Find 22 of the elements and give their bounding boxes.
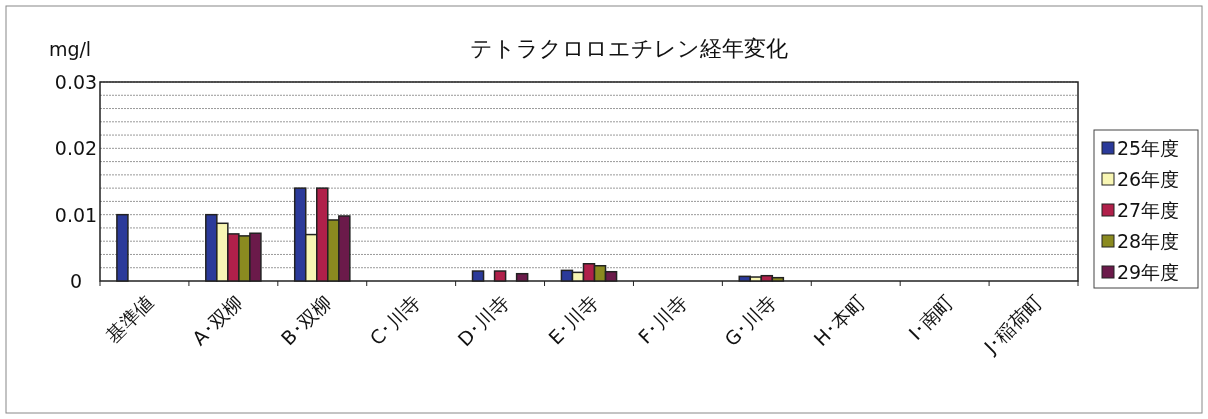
chart-title: テトラクロロエチレン経年変化: [470, 36, 788, 61]
x-tick-label: D･川寺: [453, 290, 514, 351]
x-tick-label: A･双柳: [187, 290, 247, 350]
legend-label: 26年度: [1117, 168, 1180, 190]
x-tick-label: E･川寺: [544, 290, 603, 349]
x-tick-label: F･川寺: [633, 290, 691, 348]
legend-label: 29年度: [1117, 261, 1180, 283]
x-tick-label: B･双柳: [276, 290, 336, 350]
y-tick-label: 0.02: [54, 137, 98, 160]
y-tick-label: 0.03: [54, 71, 98, 93]
x-tick-label: J･稲荷町: [979, 290, 1047, 359]
x-tick-label: G･川寺: [719, 290, 780, 351]
y-tick-label: 0.01: [54, 203, 98, 226]
legend-label: 25年度: [1117, 137, 1180, 159]
x-tick-label: I･南町: [904, 290, 958, 344]
x-tick-label: C･川寺: [365, 290, 425, 350]
legend-label: 27年度: [1117, 199, 1180, 221]
x-tick-label: 基準値: [101, 290, 158, 347]
y-axis-title: mg/l: [48, 38, 92, 60]
x-tick-label: H･本町: [809, 290, 869, 351]
y-tick-label: 0: [69, 270, 83, 292]
legend-label: 28年度: [1117, 230, 1180, 252]
